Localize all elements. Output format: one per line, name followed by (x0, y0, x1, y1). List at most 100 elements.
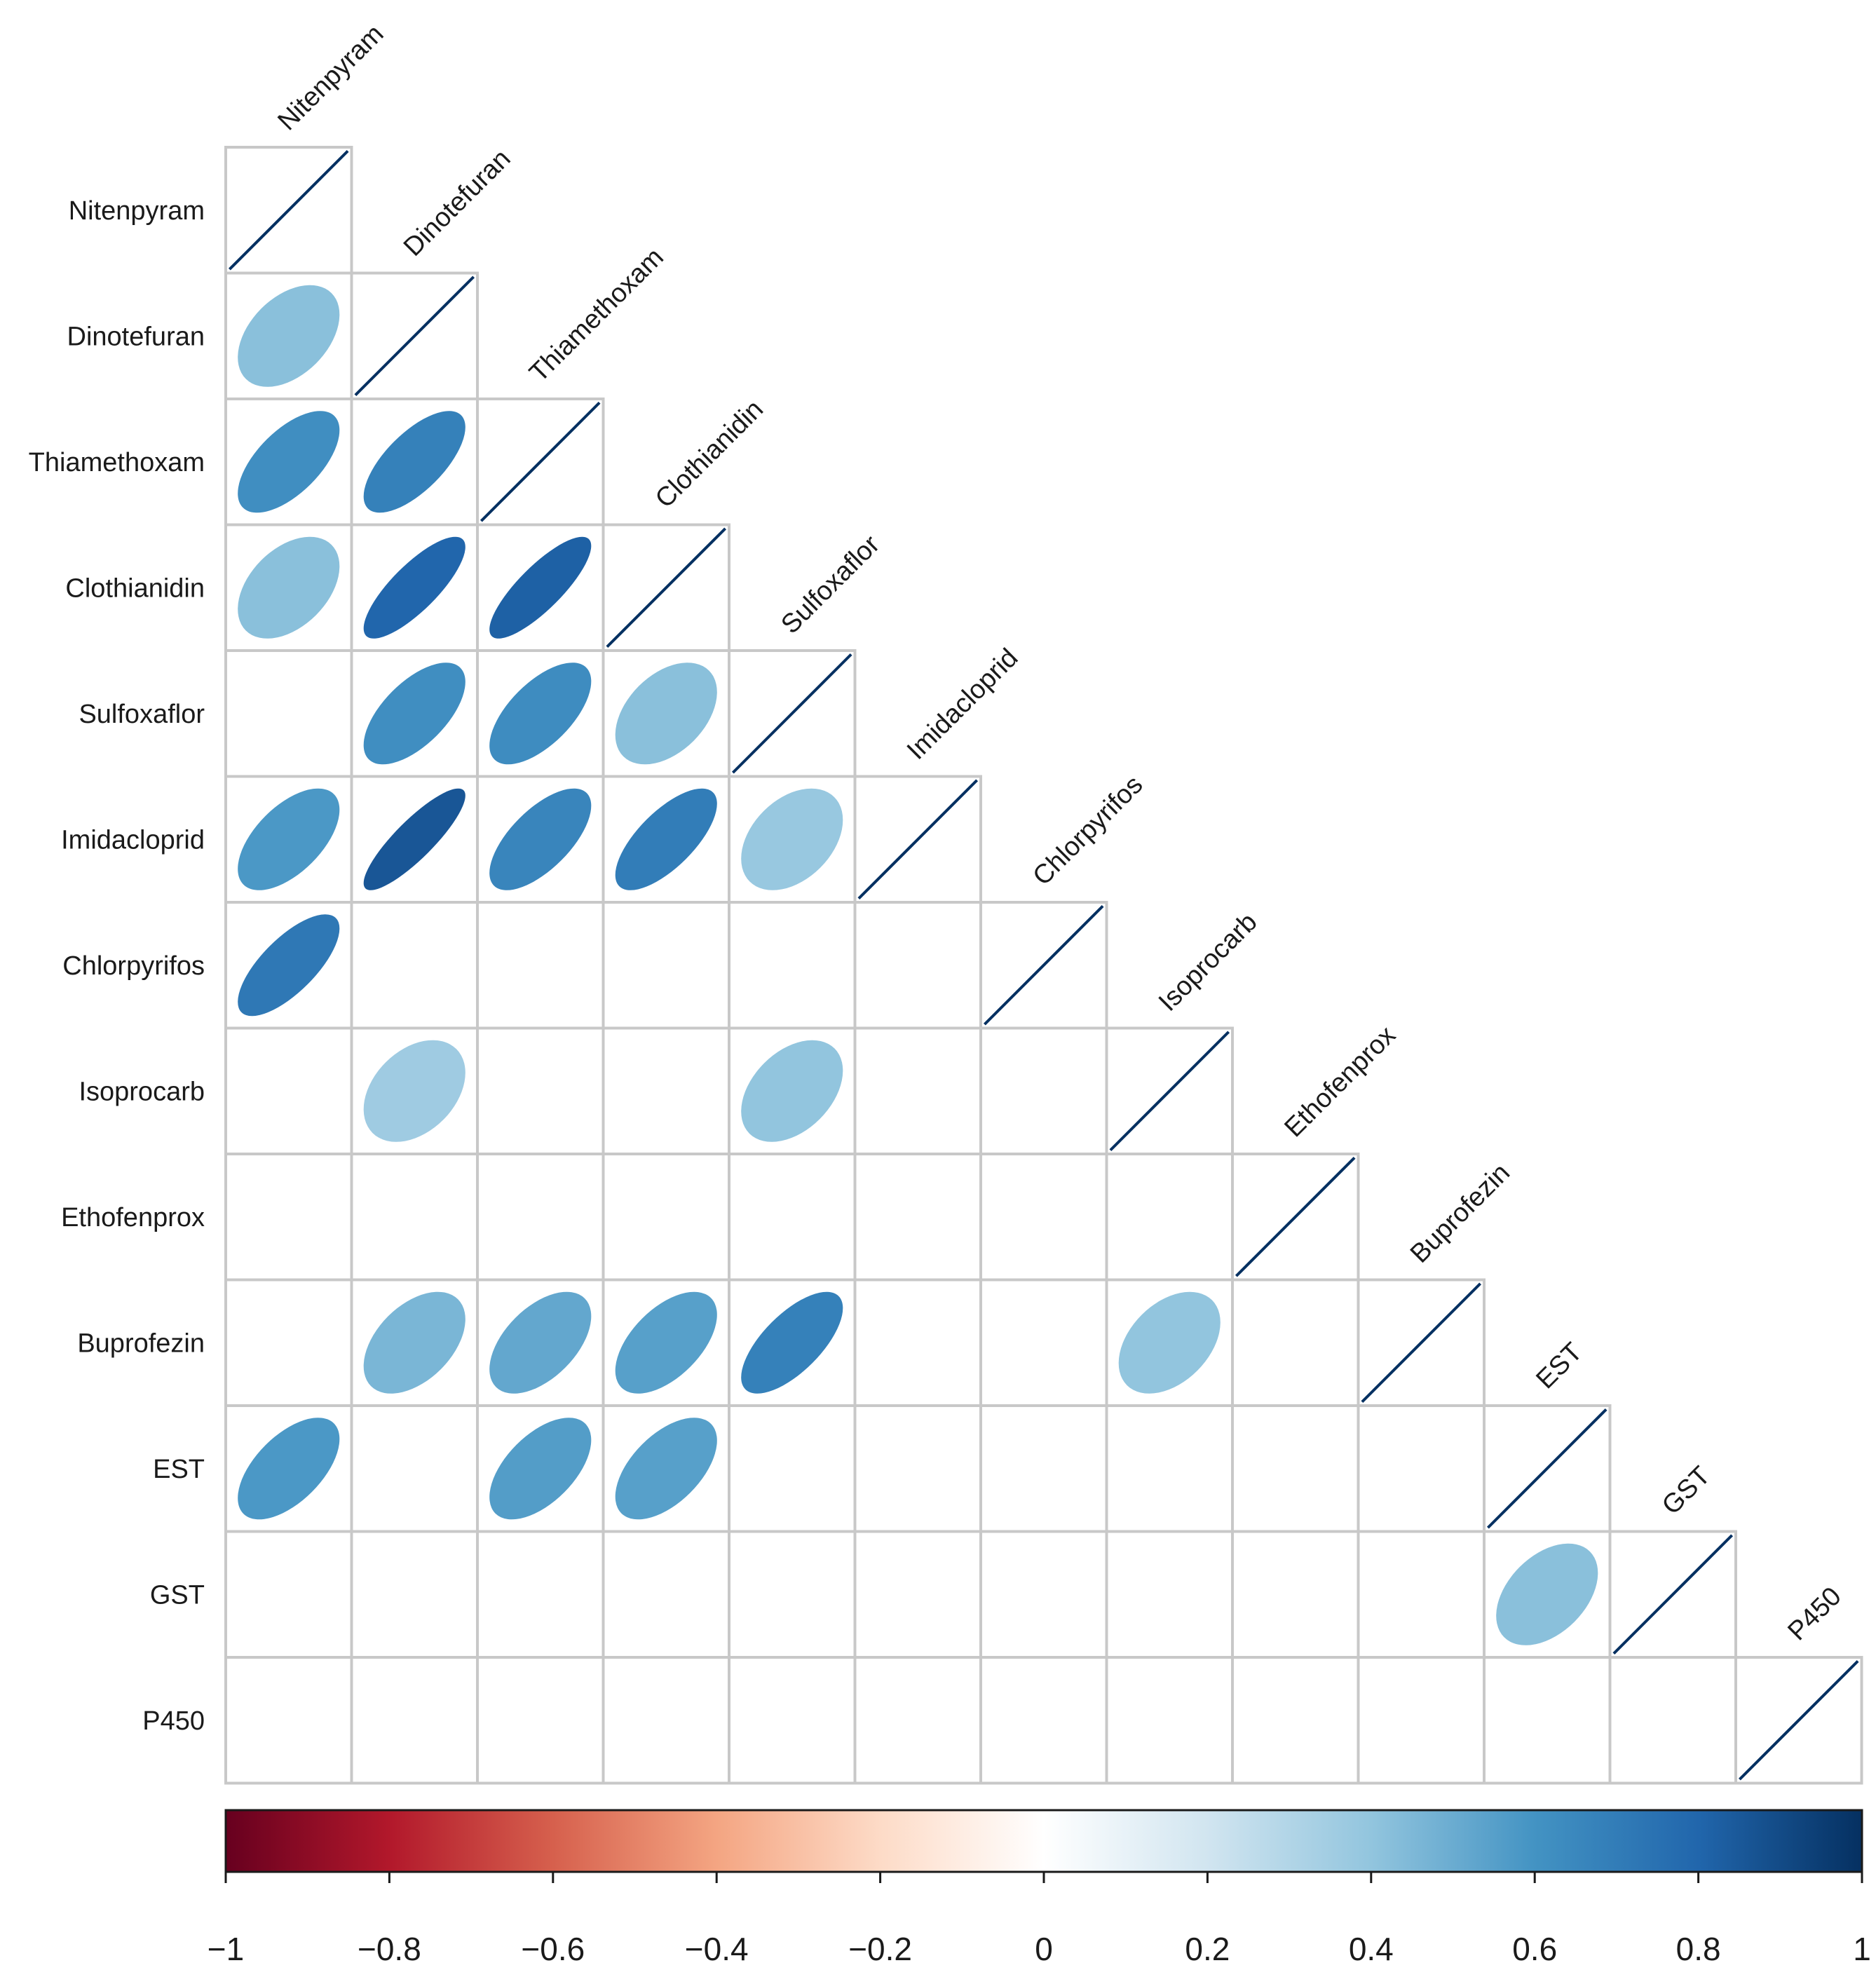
colorbar-tick-label: −0.8 (358, 1931, 421, 1967)
grid-cell (853, 1026, 982, 1155)
cell-sulfoxaflor-nitenpyram (224, 649, 353, 778)
grid-cell (224, 1153, 353, 1282)
cell-est-est (1483, 1404, 1612, 1533)
cell-imidacloprid-clothianidin (601, 775, 730, 904)
colorbar-tick-label: −0.2 (848, 1931, 912, 1967)
cell-sulfoxaflor-thiamethoxam (476, 649, 605, 778)
correlation-ellipse (238, 536, 340, 639)
row-label-clothianidin: Clothianidin (65, 573, 205, 603)
cell-imidacloprid-sulfoxaflor (728, 775, 857, 904)
correlation-ellipse (363, 663, 465, 765)
row-label-buprofezin: Buprofezin (77, 1329, 205, 1358)
cell-p450-ethofenprox (1231, 1656, 1360, 1785)
grid-cell (601, 1530, 730, 1659)
cell-isoprocarb-clothianidin (601, 1026, 730, 1155)
grid-cell (224, 1656, 353, 1785)
grid-cell (1357, 1656, 1486, 1785)
cell-isoprocarb-chlorpyrifos (979, 1026, 1108, 1155)
cell-gst-nitenpyram (224, 1530, 353, 1659)
grid-cell (476, 1026, 605, 1155)
column-label-p450: P450 (1782, 1582, 1847, 1646)
column-label-chlorpyrifos: Chlorpyrifos (1027, 770, 1148, 891)
cell-thiamethoxam-dinotefuran (350, 398, 479, 527)
grid-cell (1608, 1656, 1737, 1785)
grid-cell (1483, 1656, 1612, 1785)
cell-p450-clothianidin (601, 1656, 730, 1785)
grid-cell (1231, 1656, 1360, 1785)
column-label-gst: GST (1657, 1461, 1716, 1521)
cell-buprofezin-chlorpyrifos (979, 1278, 1108, 1407)
row-label-thiamethoxam: Thiamethoxam (29, 448, 205, 477)
cell-sulfoxaflor-dinotefuran (350, 649, 479, 778)
colorbar: −1 −0.8 −0.6 −0.4 −0.2 0 0.2 0.4 0.6 0.8 1 (208, 1809, 1871, 1967)
column-label-buprofezin: Buprofezin (1405, 1158, 1516, 1269)
cell-clothianidin-thiamethoxam (476, 523, 605, 652)
cell-buprofezin-clothianidin (601, 1278, 730, 1407)
correlation-ellipse (615, 1291, 717, 1394)
cell-p450-p450 (1734, 1656, 1863, 1785)
cell-imidacloprid-dinotefuran (350, 775, 479, 904)
grid-cell (224, 649, 353, 778)
diagonal-line (480, 401, 601, 522)
diagonal-line (1612, 1534, 1734, 1655)
colorbar-tick-label: −1 (208, 1931, 244, 1967)
cell-p450-buprofezin (1357, 1656, 1486, 1785)
diagonal-line (228, 149, 349, 271)
cell-ethofenprox-isoprocarb (1105, 1153, 1234, 1282)
grid-cell (1231, 1404, 1360, 1533)
diagonal-line (1235, 1156, 1356, 1277)
cell-est-nitenpyram (224, 1404, 353, 1533)
grid-cell (853, 901, 982, 1030)
cell-est-buprofezin (1357, 1404, 1486, 1533)
colorbar-tick-label: 0.8 (1676, 1931, 1721, 1967)
colorbar-tick-label: −0.4 (685, 1931, 749, 1967)
cell-ethofenprox-sulfoxaflor (728, 1153, 857, 1282)
correlation-ellipse (363, 411, 465, 513)
cell-ethofenprox-clothianidin (601, 1153, 730, 1282)
cell-clothianidin-nitenpyram (224, 523, 353, 652)
cell-isoprocarb-nitenpyram (224, 1026, 353, 1155)
grid-cell (1357, 1530, 1486, 1659)
grid-cell (350, 901, 479, 1030)
cell-buprofezin-buprofezin (1357, 1278, 1486, 1407)
colorbar-tick-label: 0.6 (1512, 1931, 1557, 1967)
cell-sulfoxaflor-clothianidin (601, 649, 730, 778)
cell-est-ethofenprox (1231, 1404, 1360, 1533)
cell-gst-ethofenprox (1231, 1530, 1360, 1659)
cell-gst-chlorpyrifos (979, 1530, 1108, 1659)
column-label-isoprocarb: Isoprocarb (1153, 907, 1263, 1017)
grid-cell (476, 1530, 605, 1659)
correlation-ellipse (489, 1291, 592, 1394)
cell-gst-isoprocarb (1105, 1530, 1234, 1659)
cell-chlorpyrifos-imidacloprid (853, 901, 982, 1030)
grid-cell (224, 1530, 353, 1659)
grid-cell (728, 1656, 857, 1785)
grid-cell (1231, 1530, 1360, 1659)
diagonal-line (1361, 1282, 1482, 1404)
grid-cell (601, 901, 730, 1030)
correlation-ellipse (615, 663, 717, 765)
diagonal-line (1109, 1031, 1230, 1152)
grid-cell (1734, 1656, 1863, 1785)
cell-chlorpyrifos-nitenpyram (224, 901, 353, 1030)
grid-cell (350, 1530, 479, 1659)
grid-cell (728, 1153, 857, 1282)
cell-ethofenprox-ethofenprox (1231, 1153, 1360, 1282)
cell-buprofezin-imidacloprid (853, 1278, 982, 1407)
row-label-gst: GST (150, 1580, 205, 1610)
cell-gst-imidacloprid (853, 1530, 982, 1659)
grid-cell (1105, 1404, 1234, 1533)
cell-nitenpyram-nitenpyram (224, 146, 353, 275)
grid-cell (979, 1656, 1108, 1785)
cell-buprofezin-nitenpyram (224, 1278, 353, 1407)
grid-cell (350, 1153, 479, 1282)
grid-cell (476, 1153, 605, 1282)
cell-buprofezin-ethofenprox (1231, 1278, 1360, 1407)
cell-p450-dinotefuran (350, 1656, 479, 1785)
grid-cell (476, 1656, 605, 1785)
cell-buprofezin-sulfoxaflor (728, 1278, 857, 1407)
cell-isoprocarb-sulfoxaflor (728, 1026, 857, 1155)
column-label-clothianidin: Clothianidin (650, 395, 769, 514)
cell-ethofenprox-dinotefuran (350, 1153, 479, 1282)
